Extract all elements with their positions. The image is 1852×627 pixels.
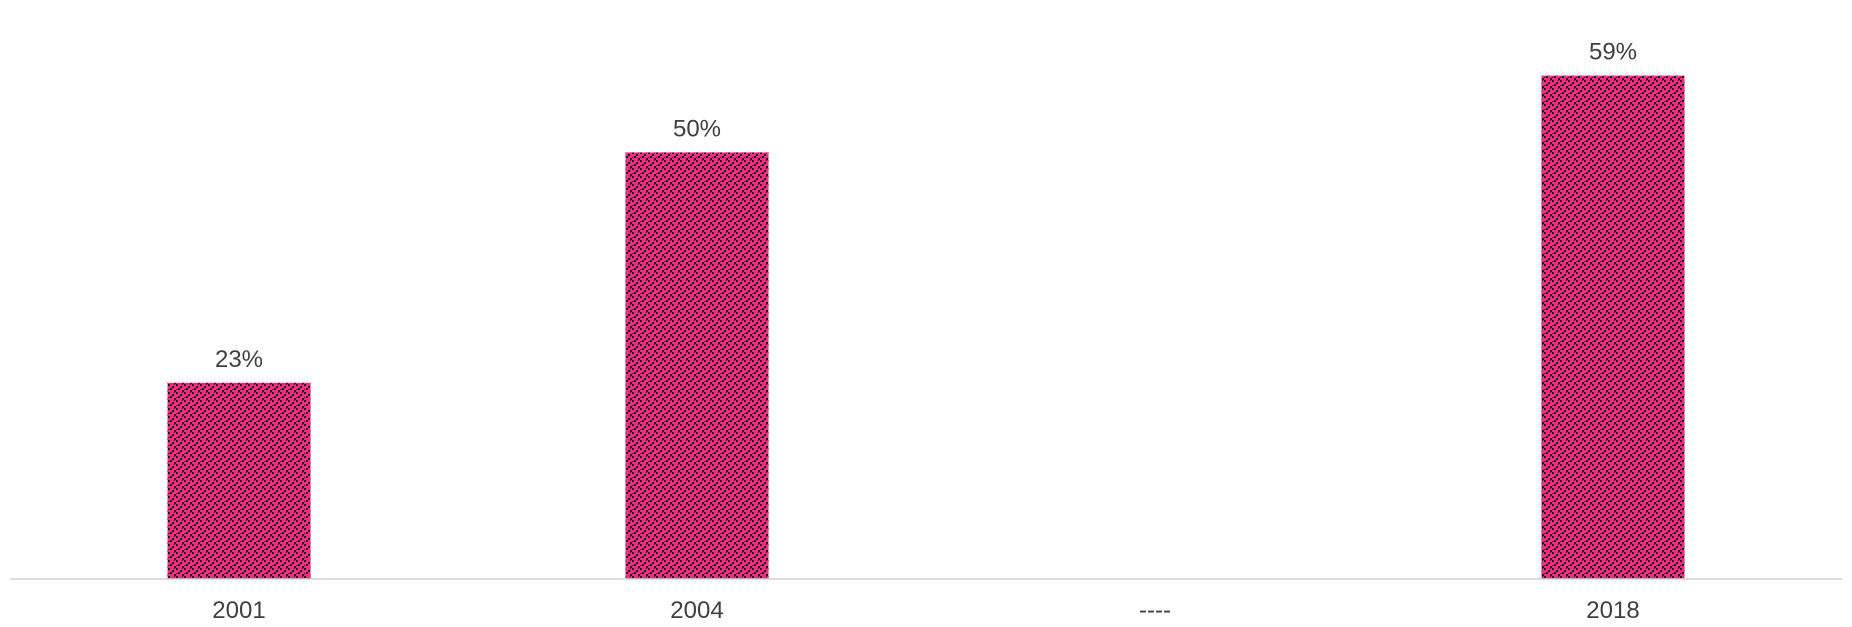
x-axis-ticks: 2001 2004 ---- 2018 [212,597,1639,624]
data-label-2001: 23% [215,346,263,373]
x-tick-label: 2004 [670,597,723,624]
bar-2004 [625,152,769,579]
data-label-2004: 50% [673,115,721,142]
x-tick-label: 2001 [212,597,265,624]
labels-layer: 23% 50% 59% [215,39,1637,373]
bars-layer [167,75,1685,579]
data-label-2018: 59% [1589,39,1637,66]
x-tick-label: ---- [1139,597,1171,624]
x-tick-label: 2018 [1586,597,1639,624]
bar-2018 [1541,75,1685,579]
bar-2001 [167,382,311,579]
